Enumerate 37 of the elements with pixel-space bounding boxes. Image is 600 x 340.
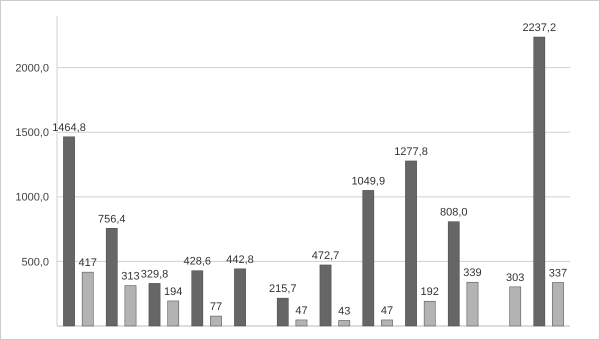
data-label: 47 <box>295 304 308 317</box>
bar <box>533 36 546 326</box>
bar <box>106 228 118 326</box>
bar <box>448 221 460 326</box>
data-label: 1277,8 <box>394 146 428 158</box>
data-label: 47 <box>380 304 394 317</box>
bar <box>276 298 289 326</box>
bar <box>405 160 417 326</box>
data-label: 808,0 <box>440 206 468 219</box>
data-label: 339 <box>463 267 482 280</box>
data-label: 77 <box>210 301 222 314</box>
bar <box>191 270 204 326</box>
y-tick-label: 1500,0 <box>15 127 49 140</box>
data-label: 428,6 <box>184 256 212 268</box>
data-label: 1049,9 <box>351 175 386 188</box>
data-label: 329,8 <box>140 268 168 280</box>
data-label: 43 <box>338 305 350 318</box>
data-label: 756,4 <box>98 213 126 226</box>
y-tick-label: 1000,0 <box>15 192 49 204</box>
data-label: 1464,8 <box>52 122 86 134</box>
data-label: 313 <box>121 270 140 283</box>
data-label: 303 <box>506 272 524 284</box>
bar <box>234 268 246 326</box>
y-tick-label: 2000,0 <box>15 62 49 75</box>
bar <box>148 283 160 326</box>
bar <box>63 136 75 326</box>
y-tick-label: 500,0 <box>21 256 49 268</box>
data-label: 337 <box>548 267 568 280</box>
bar <box>320 264 332 326</box>
data-label: 417 <box>78 257 97 270</box>
data-label: 192 <box>420 286 439 298</box>
bar <box>362 190 374 326</box>
data-label: 194 <box>164 286 182 298</box>
data-label: 2237,2 <box>522 22 556 34</box>
data-label: 442,8 <box>226 254 254 266</box>
data-label: 215,7 <box>269 283 297 296</box>
data-label: 472,7 <box>312 250 340 262</box>
